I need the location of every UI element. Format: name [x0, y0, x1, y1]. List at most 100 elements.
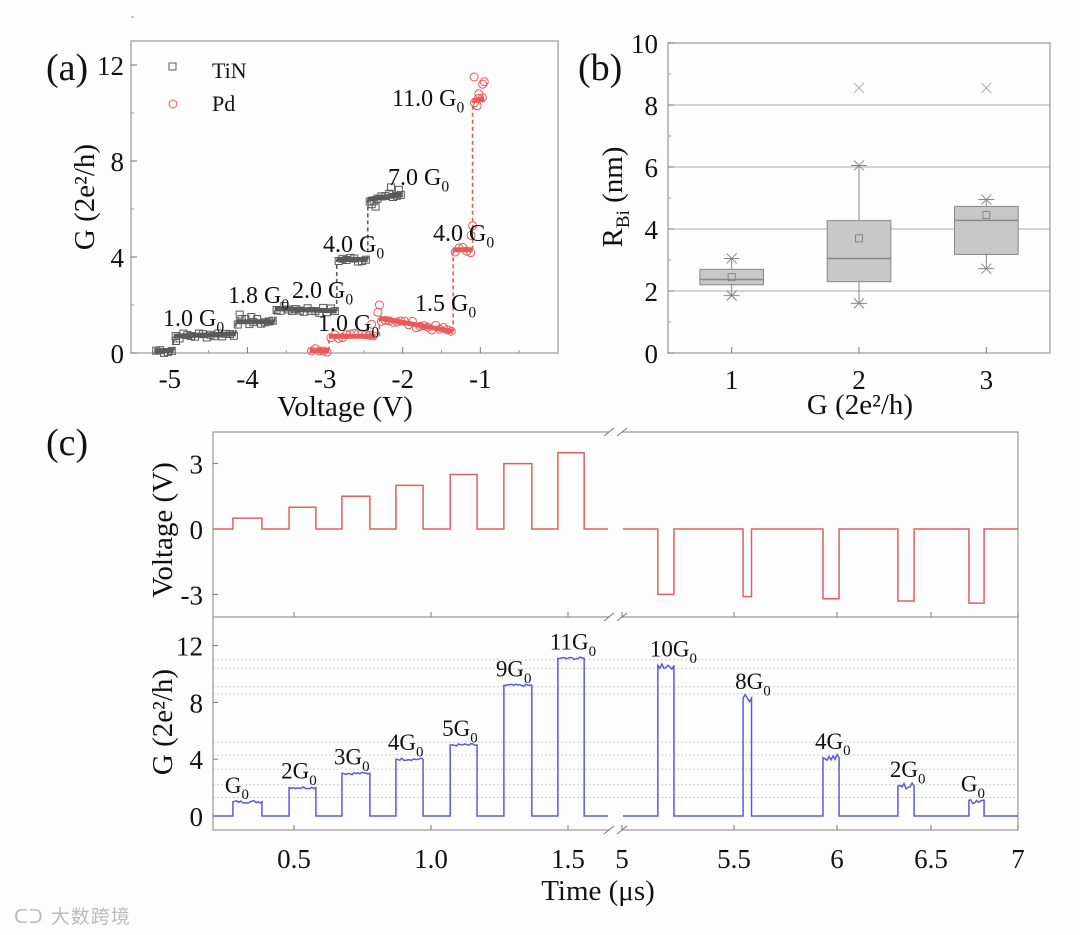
annotation-main: 1.0 G — [163, 306, 216, 332]
annotation-main: 11.0 G — [392, 86, 456, 112]
data-point — [167, 346, 176, 355]
y-tick-label: 8 — [111, 147, 125, 177]
box-iqr — [826, 220, 892, 283]
data-point — [318, 346, 328, 356]
pulse-label: 2G0 — [281, 759, 317, 789]
conductance-axis-label: G (2e²/h) — [147, 669, 179, 775]
data-point — [479, 77, 489, 87]
panel-c: (c) 0.5 1.0 1.5 5 5.5 6 6.5 7 -3 0 3 0 4 8 12 Voltage (V… — [46, 422, 1025, 907]
data-point — [369, 331, 379, 341]
data-point — [468, 221, 478, 231]
legend-marker-tin — [168, 62, 177, 71]
pulse-label-main: G — [961, 771, 978, 796]
pulse-label-subscript: 0 — [918, 772, 925, 788]
y-tick-label: 12 — [97, 51, 124, 81]
x-tick-label: 3 — [980, 365, 994, 395]
y-tick-label: 12 — [176, 632, 203, 662]
annotation: 2.0 G0 — [292, 278, 353, 309]
whisker-cap — [851, 298, 867, 309]
y-tick-label: 2 — [645, 277, 659, 307]
data-point — [466, 230, 476, 240]
data-point — [247, 313, 256, 321]
annotation-main: 4.0 G — [323, 232, 376, 258]
axis-break-gap — [609, 827, 622, 833]
legend-label-pd: Pd — [212, 91, 235, 116]
pulse-label-subscript: 0 — [470, 730, 477, 746]
x-tick-label: 0.5 — [277, 844, 311, 874]
y-tick-label: -3 — [181, 580, 204, 610]
legend-marker-pd — [168, 99, 178, 109]
pulse-label-main: 8G — [735, 669, 763, 694]
axis-break-gap — [609, 429, 622, 435]
x-tick-label: -3 — [314, 364, 337, 394]
y-tick-label: 10 — [631, 29, 658, 59]
data-point — [371, 202, 380, 211]
data-point — [334, 333, 344, 343]
annotation-subscript: 0 — [468, 305, 476, 322]
annotation: 11.0 G0 — [392, 86, 464, 117]
pulse-label-subscript: 0 — [416, 745, 423, 761]
data-point — [454, 243, 464, 253]
data-point — [446, 326, 456, 336]
pulse-label: 11G0 — [550, 629, 596, 659]
data-point — [365, 330, 375, 340]
data-point — [419, 321, 429, 331]
pulse-label-subscript: 0 — [689, 651, 696, 667]
y-tick-label: 0 — [645, 339, 659, 369]
pulse-label-subscript: 0 — [589, 644, 596, 660]
annotation: 1.5 G0 — [415, 291, 476, 322]
data-point — [374, 300, 384, 310]
y-tick-label: 4 — [190, 745, 204, 775]
whisker-cap — [978, 263, 995, 275]
y-axis-label-unit: (nm) — [597, 147, 629, 211]
data-point — [367, 319, 377, 329]
pulse-label-main: 2G — [281, 759, 309, 784]
pulse-label-main: 10G — [650, 636, 690, 661]
x-tick-label: 1.5 — [551, 844, 585, 874]
pulse-label-subscript: 0 — [524, 671, 531, 687]
pulse-label: G0 — [225, 773, 249, 803]
x-tick-label: 1.0 — [414, 844, 448, 874]
x-tick-label: -1 — [469, 364, 492, 394]
series-pd — [307, 93, 487, 357]
voltage-trace-left — [213, 451, 608, 530]
pulse-label-subscript: 0 — [242, 787, 249, 803]
x-axis-label: Voltage (V) — [277, 391, 413, 423]
pulse-label-main: 2G — [890, 757, 918, 782]
x-tick-label: 5 — [615, 844, 629, 874]
data-point — [268, 316, 277, 325]
pulse-label-main: G — [225, 773, 242, 798]
pulse-label: 9G0 — [496, 656, 532, 686]
mean-marker — [855, 234, 863, 243]
y-axis-label-subscript: Bi — [613, 210, 634, 228]
whisker-cap — [978, 194, 995, 205]
x-axis-label: G (2e²/h) — [807, 389, 913, 421]
data-point — [407, 316, 417, 326]
y-tick-label: 0 — [190, 802, 204, 832]
annotation-subscript: 0 — [216, 320, 224, 337]
annotation-main: 1.0 G — [318, 311, 371, 337]
y-tick-label: 0 — [190, 515, 204, 545]
annotation: 7.0 G0 — [388, 165, 449, 196]
pulse-label-main: 9G — [496, 656, 524, 681]
x-tick-label: 7 — [1011, 844, 1025, 874]
x-tick-label: 6.5 — [914, 844, 948, 874]
x-tick-label: -5 — [159, 364, 182, 394]
whisker-cap — [851, 160, 867, 171]
mean-marker — [727, 273, 736, 282]
watermark-icon: ᑕᑐ — [14, 906, 51, 928]
x-tick-label: 5.5 — [717, 844, 751, 874]
annotation-subscript: 0 — [371, 325, 379, 342]
box-iqr — [954, 205, 1019, 255]
annotation: 1.8 G0 — [228, 283, 289, 314]
y-tick-label: 0 — [111, 339, 125, 369]
watermark: ᑕᑐ 大数跨境 — [14, 902, 131, 929]
pulse-label-subscript: 0 — [763, 684, 770, 700]
pulse-label-subscript: 0 — [362, 759, 369, 775]
pulse-label: 4G0 — [815, 729, 851, 759]
x-tick-label: 6 — [830, 844, 844, 874]
data-point — [235, 310, 244, 319]
pulse-label: G0 — [961, 771, 985, 801]
pulse-label-subscript: 0 — [843, 743, 850, 759]
